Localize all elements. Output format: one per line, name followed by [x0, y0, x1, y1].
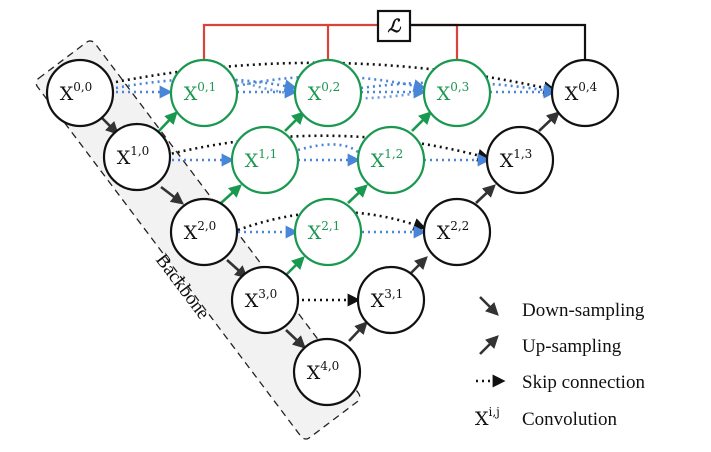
- up-x12-x03: [411, 111, 432, 132]
- node-x02: X0,2: [293, 58, 363, 128]
- supervision-line-x04: [410, 23, 587, 62]
- node-label: X0,0: [60, 80, 93, 105]
- node-x20: X2,0: [169, 197, 239, 267]
- skip-x10-x13: [165, 134, 491, 162]
- node-circle: [422, 58, 492, 128]
- up-x10-x01: [157, 111, 178, 133]
- loss-symbol: ℒ: [388, 16, 402, 37]
- node-circle: [550, 58, 620, 128]
- node-label: X1,1: [245, 147, 278, 172]
- node-label: X2,1: [308, 219, 341, 244]
- node-label: X3,1: [371, 287, 404, 312]
- node-x40: X4,0: [292, 337, 362, 407]
- node-label: X4,0: [307, 359, 340, 384]
- node-circle: [102, 122, 172, 192]
- node-circle: [169, 197, 239, 267]
- down-x30-x40: [285, 329, 306, 349]
- node-label: X2,2: [437, 219, 470, 244]
- node-label: X0,1: [184, 80, 217, 105]
- node-x21: X2,1: [293, 197, 363, 267]
- node-circle: [293, 197, 363, 267]
- node-circle: [230, 125, 300, 195]
- node-circle: [169, 58, 239, 128]
- legend: Down-sampling Up-sampling Skip connectio…: [475, 296, 645, 430]
- node-circle: [230, 265, 300, 335]
- skip-x00-x04: [115, 61, 557, 95]
- node-circle: [356, 265, 426, 335]
- node-label: X0,2: [308, 80, 341, 105]
- legend-skip-connection: Skip connection: [522, 372, 645, 393]
- node-x13: X1,3: [485, 125, 555, 195]
- node-x04: X0,4: [550, 58, 620, 128]
- node-circle: [422, 197, 492, 267]
- node-layer: X0,0 X1,0 X2,0 X3,0 X4,0 X0,1 X0,2 X0,3 X1,1 X1,2…: [45, 58, 620, 407]
- node-label: X3,0: [245, 287, 278, 312]
- up-x20-x11: [220, 184, 242, 204]
- up-x21-x12: [347, 184, 368, 204]
- node-label: X0,3: [437, 80, 470, 105]
- node-circle: [293, 58, 363, 128]
- legend-down-arrow: [479, 296, 499, 316]
- node-x03: X0,3: [422, 58, 492, 128]
- legend-convolution-symbol: Xi,j: [475, 405, 500, 430]
- loss-box: [376, 9, 412, 43]
- node-label: X1,3: [500, 147, 533, 172]
- supervision-line-x03: [410, 23, 459, 62]
- node-x00: X0,0: [45, 58, 115, 128]
- legend-convolution: Convolution: [522, 409, 618, 430]
- node-label: X0,4: [565, 80, 598, 105]
- node-x12: X1,2: [356, 125, 426, 195]
- dense-x11-x12b: [297, 143, 359, 154]
- supervision-line-x01: [202, 23, 378, 62]
- node-circle: [45, 58, 115, 128]
- node-label: X1,2: [371, 147, 404, 172]
- down-x00-x10: [99, 115, 119, 135]
- up-x40-x31: [348, 321, 368, 342]
- node-x22: X2,2: [422, 197, 492, 267]
- node-x10: X1,0: [102, 122, 172, 192]
- deep-supervision: ℒ: [202, 9, 587, 62]
- up-x30-x21: [284, 256, 305, 277]
- up-x22-x13: [475, 184, 496, 204]
- legend-up-sampling: Up-sampling: [522, 336, 622, 357]
- legend-down-sampling: Down-sampling: [522, 300, 645, 321]
- node-x30: X3,0: [230, 265, 300, 335]
- node-circle: [292, 337, 362, 407]
- node-x11: X1,1: [230, 125, 300, 195]
- up-x11-x02: [284, 111, 305, 132]
- node-circle: [356, 125, 426, 195]
- node-label: X2,0: [184, 219, 217, 244]
- up-x13-x04: [538, 111, 560, 132]
- node-x01: X0,1: [169, 58, 239, 128]
- node-label: X1,0: [117, 144, 150, 169]
- node-circle: [485, 125, 555, 195]
- legend-up-arrow: [479, 335, 499, 355]
- down-x10-x20: [160, 185, 185, 205]
- up-sampling-arrows: [157, 111, 560, 342]
- node-x31: X3,1: [356, 265, 426, 335]
